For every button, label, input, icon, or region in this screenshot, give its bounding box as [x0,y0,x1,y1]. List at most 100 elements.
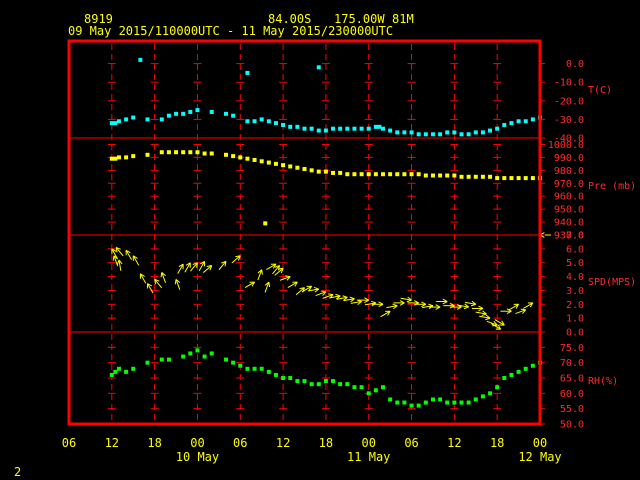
data-point [423,173,428,178]
data-point [388,397,393,402]
page-number: 2 [14,465,21,479]
data-point [395,130,400,135]
data-point [181,354,186,359]
data-point [109,156,114,161]
y-tick-label: -10.0 [554,78,584,89]
plot-frame [67,39,542,426]
data-point [259,366,264,371]
wind-arrow [336,295,348,301]
data-point [381,385,385,390]
y-tick-label: 60.0 [560,389,584,400]
data-point [245,366,250,371]
data-point [316,128,321,133]
data-point [338,126,343,131]
x-tick-label: 12 [105,436,119,450]
y-tick-label: 6.0 [566,244,584,255]
data-point [224,111,228,116]
y-tick-label: 940.0 [554,218,584,229]
station-id: 8919 [84,12,113,26]
data-point [452,173,457,178]
data-point [252,119,257,124]
wind-arrow [190,262,198,272]
data-point [480,394,485,399]
y-tick-label: 5.0 [566,258,584,269]
y-tick-label: -20.0 [554,96,584,107]
x-tick-label: 00 [362,436,376,450]
data-point [266,160,271,165]
data-point [377,124,382,129]
panel-label: RH(%) [588,376,618,387]
data-point [116,155,121,160]
day-label: 10 May [176,450,219,464]
data-point [273,121,278,126]
wind-arrow [436,298,448,305]
data-point [359,172,364,177]
y-tick-label: 3.0 [566,286,584,297]
data-point [381,126,385,131]
wind-arrow [515,308,527,315]
y-tick-label: 75.0 [560,343,584,354]
data-point [166,150,171,155]
wind-arrow [486,320,498,327]
data-point [331,379,336,384]
data-point [288,376,293,380]
data-point [316,382,321,387]
wind-arrow [266,263,277,271]
data-point [416,403,421,408]
wind-arrow [198,260,206,272]
data-point [288,124,293,129]
data-point [113,156,118,161]
y-tick-label: 70.0 [560,358,584,369]
data-point [281,376,286,380]
wind-arrow [279,275,291,281]
wind-arrow [116,259,123,271]
data-point [273,161,278,166]
y-tick-label: -30.0 [554,115,584,126]
data-point [266,369,271,374]
x-tick-label: 18 [490,436,504,450]
data-point [445,173,450,178]
y-tick-label: 7.0 [566,231,584,242]
wind-arrow [307,286,320,293]
data-point [309,382,314,387]
data-point [345,382,350,387]
wind-arrow [184,262,191,273]
data-point [224,152,228,157]
data-point [259,159,264,164]
wind-arrow [160,272,167,283]
x-tick-label: 00 [533,436,547,450]
data-point [302,167,307,172]
x-tick-label: 18 [147,436,161,450]
data-point [423,400,428,405]
data-point [209,151,214,156]
data-point [231,154,236,159]
data-point [359,126,364,131]
data-point [409,130,414,135]
data-point [131,115,136,120]
station-lon: 175.00W [334,12,385,26]
data-point [495,126,500,131]
data-point [295,379,300,384]
y-tick-label: 990.0 [554,153,584,164]
x-tick-label: 12 [276,436,290,450]
data-point [209,109,214,114]
y-tick-label: 2.0 [566,300,584,311]
y-tick-label: 50.0 [560,420,584,431]
y-tick-label: 980.0 [554,166,584,177]
data-point [116,119,121,124]
data-point [473,397,478,402]
wind-arrow [174,278,181,290]
data-point [366,126,371,131]
data-point [124,369,129,374]
y-tick-label: 930.0 [554,231,584,242]
data-point [113,369,118,374]
data-point [516,119,521,124]
data-point [231,113,236,118]
data-point [331,170,336,175]
data-point [245,119,250,124]
wind-arrow [393,300,405,306]
wind-arrow [244,281,255,289]
data-point [323,169,328,174]
data-point [195,348,200,353]
